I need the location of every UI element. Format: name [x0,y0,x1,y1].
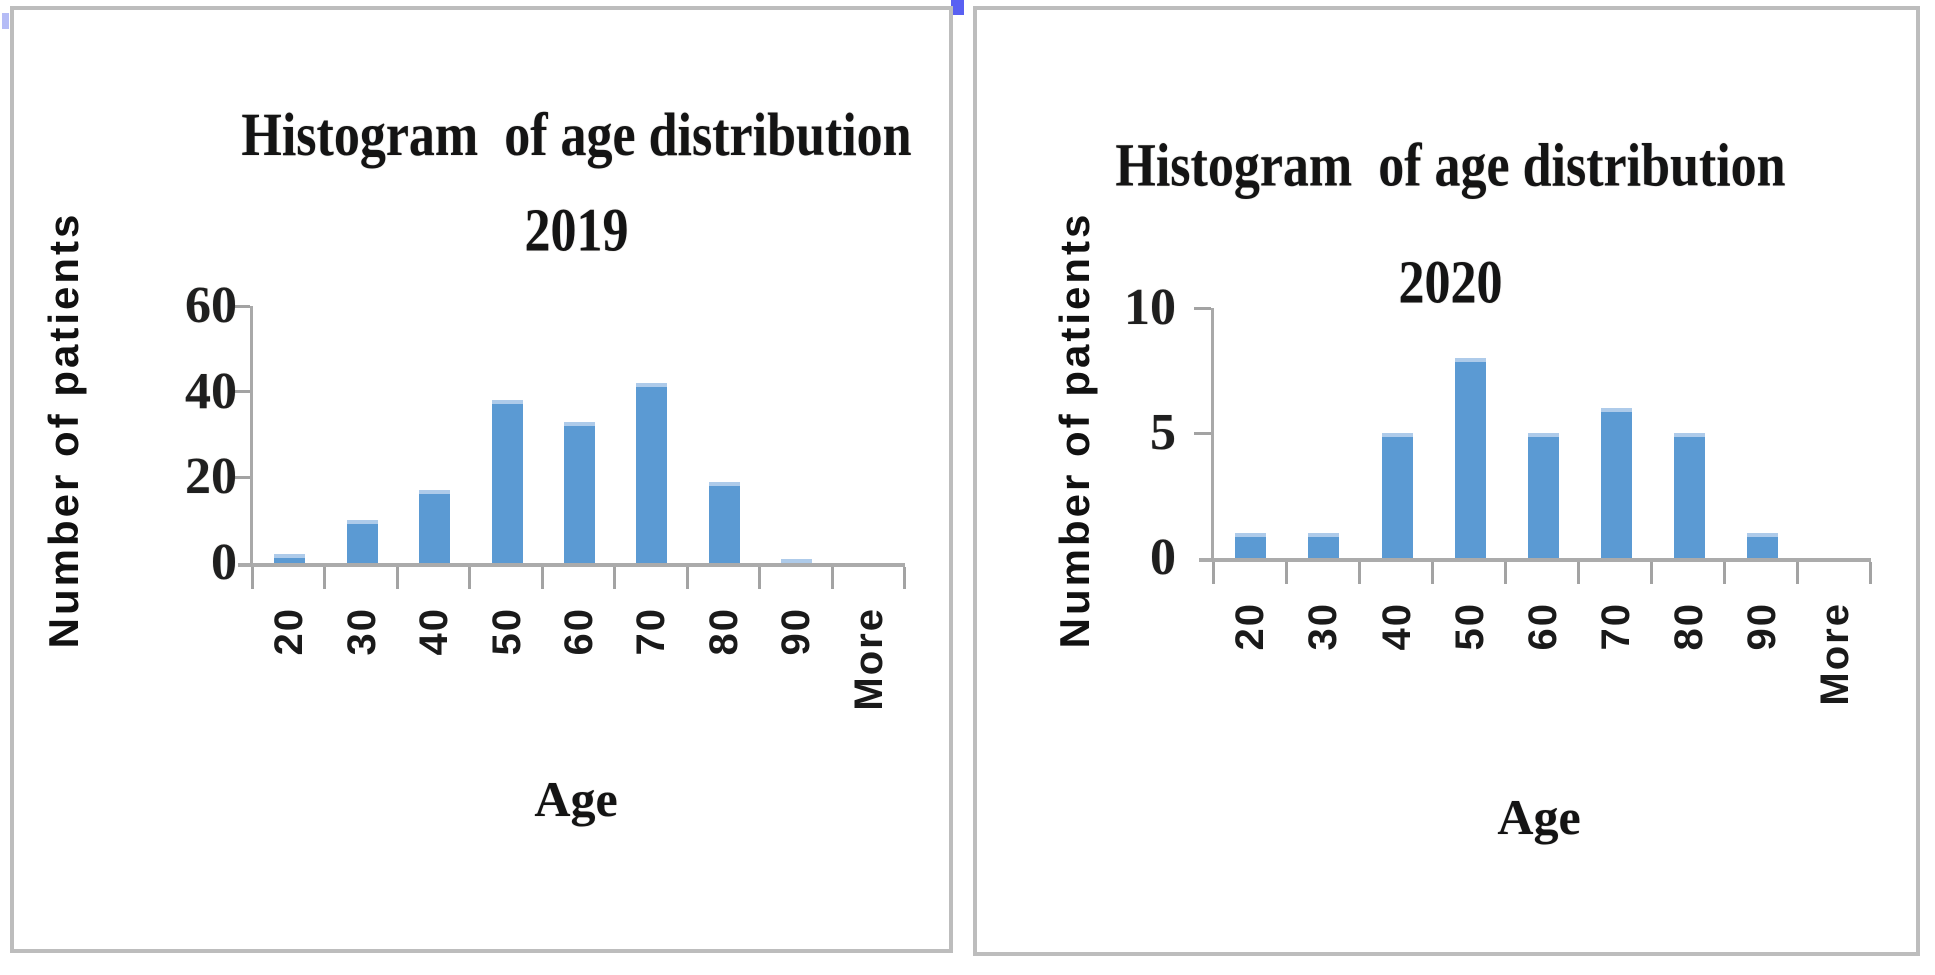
x-tick-mark [685,567,689,589]
y-tick-label: 20 [185,448,237,506]
x-tick-label: 90 [1739,602,1784,651]
bar-50 [1454,358,1486,558]
x-tick-mark [1649,562,1653,584]
chart-title-line2: 2020 [1398,249,1503,317]
chart-title-2020: Histogram of age distribution 2020 [977,109,1916,342]
selection-handle-left-icon [2,13,9,29]
bar-20 [274,554,306,563]
x-tick-label: 20 [267,607,312,656]
x-tick-label: 90 [774,607,819,656]
plot-area-2020: 0 5 10 20 30 40 50 60 70 80 90 More [1124,280,1872,706]
bar-40 [1381,433,1413,558]
x-tick-mark [468,567,472,589]
y-tick-mark [233,304,250,308]
x-tick-label: More [846,607,891,711]
x-tick-label: 60 [557,607,601,656]
y-tick-label: 5 [1150,404,1176,461]
bar-90 [1746,533,1778,558]
bar-80 [708,482,740,563]
x-tick-mark [1795,562,1799,584]
y-tick-mark [1194,431,1211,435]
x-tick-mark [1212,562,1215,584]
x-tick-mark [251,567,254,589]
plot-area-2019: 0 20 40 60 20 30 40 50 60 70 80 90 More [185,278,906,711]
x-tick-mark [540,567,544,589]
chart-panel-2020: Histogram of age distribution 2020 Numbe… [973,6,1920,956]
x-tick-label: 80 [701,607,746,656]
x-tick-label: 50 [484,607,529,656]
selection-handle-top-icon [951,0,964,15]
bar-30 [346,520,378,563]
x-tick-mark [1503,562,1507,584]
bar-60 [564,422,595,563]
x-tick-label: More [1812,602,1857,706]
bar-90 [781,559,813,563]
x-tick-label: 50 [1447,602,1492,651]
x-tick-mark [758,567,762,589]
x-tick-label: 70 [1593,602,1638,651]
x-tick-label: 40 [412,607,457,656]
bar-30 [1308,533,1340,558]
x-tick-mark [1430,562,1434,584]
x-tick-label: 30 [339,607,384,656]
x-tick-mark [613,567,617,589]
x-tick-mark [1357,562,1361,584]
bar-70 [1600,408,1632,558]
chart-title-line1: Histogram of age distribution [1115,132,1786,201]
y-tick-label: 40 [185,362,237,420]
x-tick-mark [903,567,906,589]
x-tick-label: 30 [1301,602,1346,651]
y-tick-label: 10 [1124,279,1176,336]
chart-title-2019: Histogram of age distribution 2019 [14,89,949,279]
y-tick-label: 0 [211,534,237,591]
x-tick-label: 70 [629,607,674,656]
bar-70 [636,383,668,563]
x-tick-mark [323,567,327,589]
y-axis-title: Number of patients [40,211,87,649]
y-tick-mark [1194,306,1211,310]
bar-40 [419,490,451,563]
bar-60 [1527,433,1559,558]
x-tick-mark [1723,562,1726,584]
x-axis-title: Age [534,771,618,827]
x-tick-mark [1577,562,1580,584]
y-tick-label: 0 [1150,529,1176,586]
bar-20 [1235,533,1267,558]
bar-80 [1673,433,1705,558]
x-tick-mark [830,567,834,589]
bar-50 [491,400,523,563]
x-tick-mark [395,567,399,589]
y-tick-label: 60 [185,277,237,334]
y-tick-mark [233,390,250,394]
x-axis-title: Age [1497,789,1581,845]
x-tick-label: 80 [1666,602,1711,651]
x-tick-label: 60 [1520,602,1565,651]
y-tick-mark [233,475,250,479]
x-tick-label: 40 [1374,602,1419,651]
x-tick-mark [1284,562,1288,584]
chart-panel-2019: Histogram of age distribution 2019 Numbe… [10,6,953,953]
chart-title-line2: 2019 [524,197,629,265]
chart-title-line1: Histogram of age distribution [241,102,912,170]
x-tick-label: 20 [1228,602,1273,651]
x-tick-mark [1869,562,1872,584]
